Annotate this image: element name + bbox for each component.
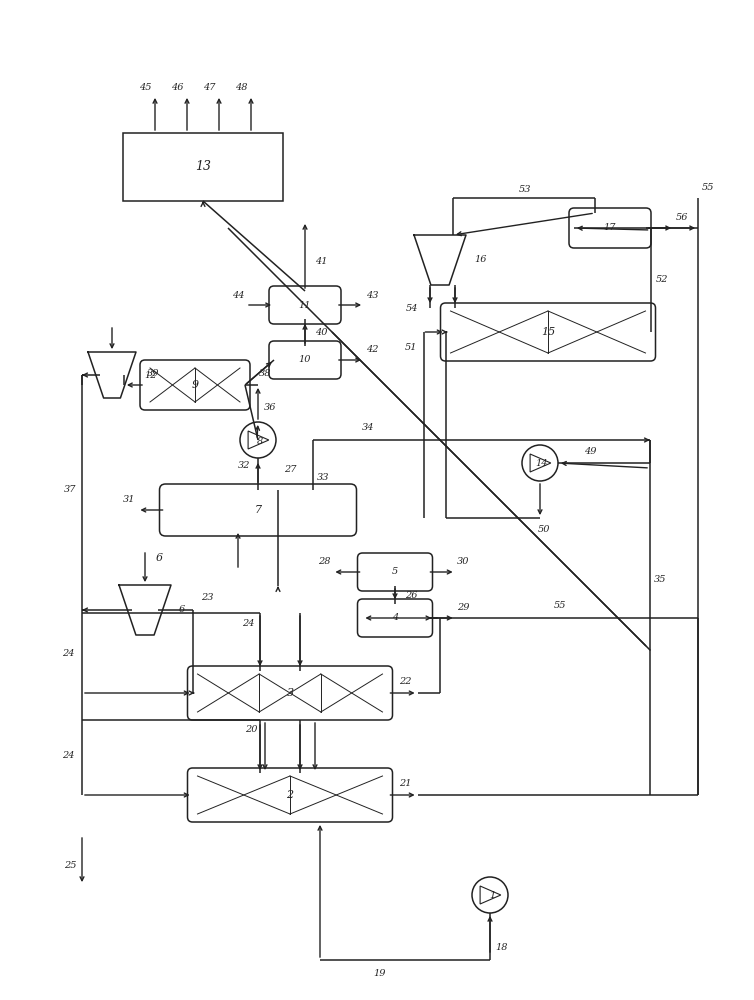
Text: 3: 3: [287, 688, 293, 698]
Text: 13: 13: [195, 160, 211, 174]
Text: 6: 6: [179, 605, 185, 614]
Text: 55: 55: [553, 601, 566, 610]
Text: 31: 31: [123, 494, 136, 504]
Text: 44: 44: [231, 290, 244, 300]
Text: 27: 27: [284, 466, 296, 475]
Text: 33: 33: [317, 474, 329, 483]
Text: 36: 36: [264, 402, 276, 412]
Text: 7: 7: [254, 505, 262, 515]
Text: 2: 2: [287, 790, 293, 800]
Text: 32: 32: [238, 460, 250, 470]
Text: 30: 30: [457, 558, 470, 566]
Text: 48: 48: [234, 83, 247, 92]
Text: 43: 43: [366, 290, 379, 300]
Text: 38: 38: [259, 368, 271, 377]
Text: 6: 6: [155, 553, 163, 563]
Bar: [123, 133, 283, 201]
Text: 19: 19: [374, 968, 386, 978]
Text: 49: 49: [584, 446, 596, 456]
Text: 20: 20: [245, 726, 257, 734]
Text: 14: 14: [536, 460, 548, 468]
Text: 18: 18: [495, 942, 508, 952]
Text: 39: 39: [147, 368, 160, 377]
Text: 24: 24: [62, 750, 74, 760]
Text: 10: 10: [299, 356, 311, 364]
Text: 54: 54: [406, 304, 418, 313]
Text: 56: 56: [676, 213, 688, 222]
Text: 53: 53: [519, 186, 532, 194]
Text: 29: 29: [457, 603, 470, 612]
Text: 47: 47: [203, 83, 215, 92]
Text: 45: 45: [139, 83, 152, 92]
Text: 21: 21: [400, 780, 412, 788]
Text: 40: 40: [314, 328, 327, 337]
Text: 41: 41: [314, 256, 327, 265]
Text: 24: 24: [242, 618, 254, 628]
Text: 35: 35: [654, 576, 667, 584]
Text: 51: 51: [405, 342, 418, 352]
Text: 12: 12: [144, 370, 157, 379]
Text: 28: 28: [318, 558, 331, 566]
Text: 17: 17: [604, 224, 616, 232]
Text: 16: 16: [474, 255, 486, 264]
Text: 23: 23: [201, 593, 213, 602]
Text: 15: 15: [541, 327, 555, 337]
Text: 52: 52: [656, 275, 669, 284]
Text: 11: 11: [299, 300, 311, 310]
Text: 22: 22: [400, 678, 412, 686]
Text: 42: 42: [366, 346, 379, 355]
Text: 4: 4: [392, 613, 398, 622]
Text: 55: 55: [702, 184, 714, 192]
Text: 46: 46: [170, 83, 183, 92]
Text: 24: 24: [62, 648, 74, 658]
Text: 8: 8: [257, 436, 263, 446]
Text: 1: 1: [489, 892, 495, 900]
Text: 34: 34: [362, 424, 374, 432]
Text: 50: 50: [538, 526, 550, 534]
Text: 26: 26: [405, 590, 417, 599]
Text: 25: 25: [64, 860, 76, 869]
Text: 9: 9: [192, 380, 198, 390]
Text: 5: 5: [392, 568, 398, 576]
Text: 37: 37: [64, 486, 76, 494]
